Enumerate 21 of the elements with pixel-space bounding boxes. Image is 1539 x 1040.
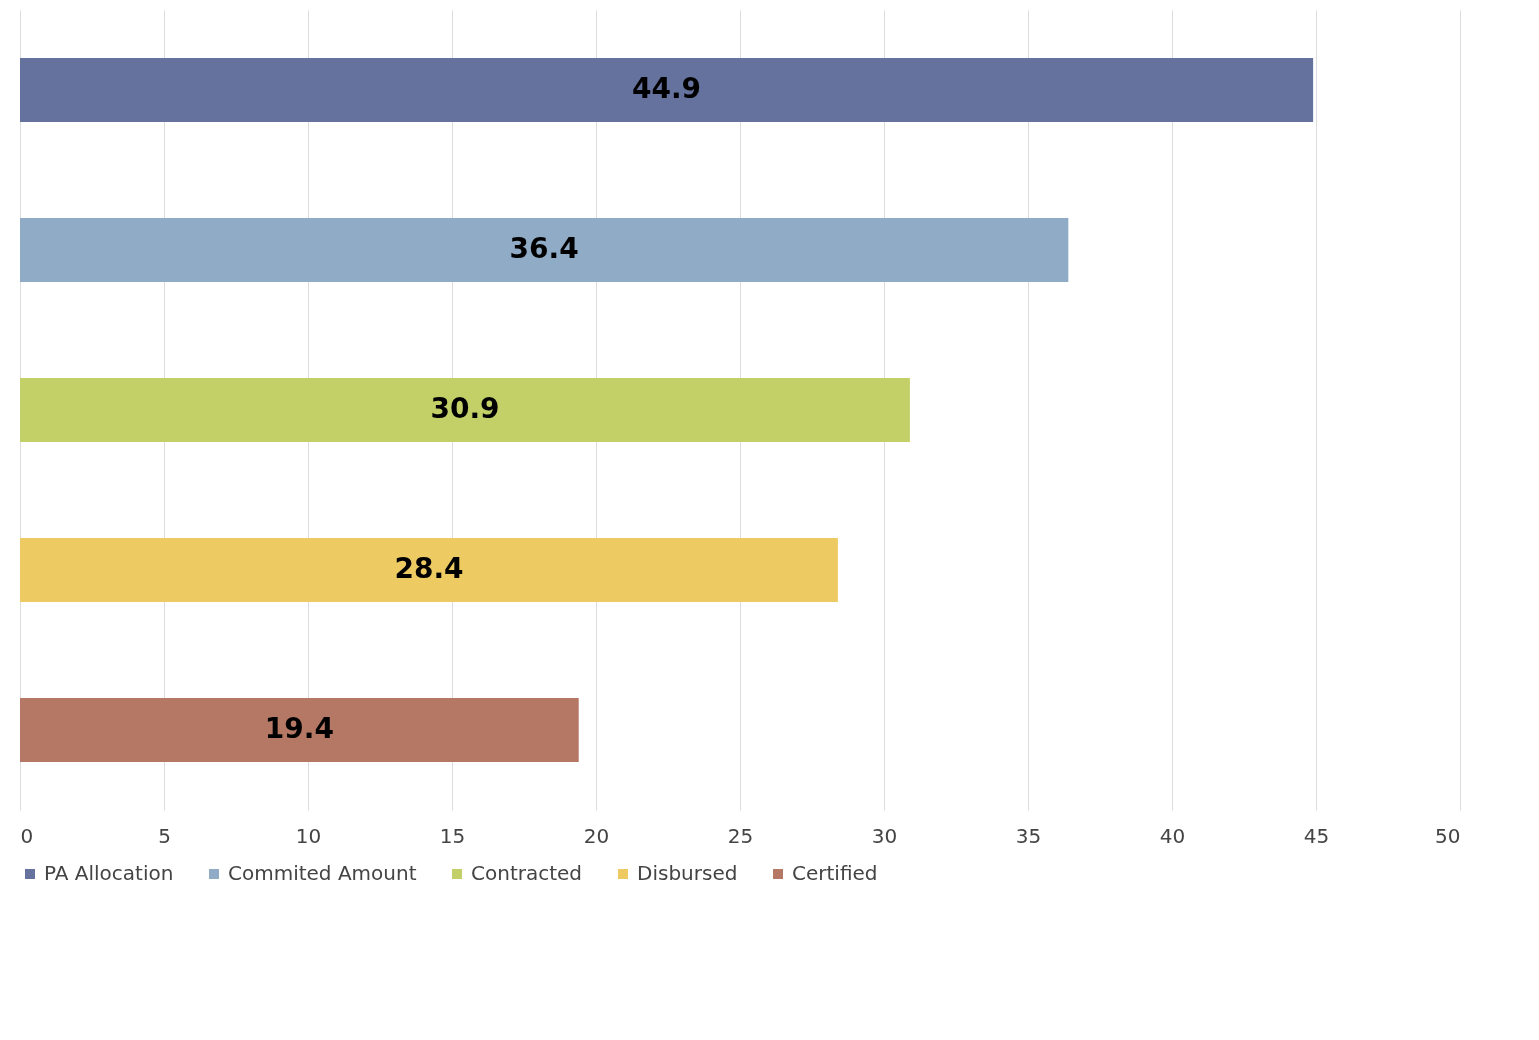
- x-tick-label: 20: [583, 823, 610, 848]
- data-label: 28.4: [394, 552, 464, 585]
- legend-label: Disbursed: [637, 861, 738, 885]
- x-tick-label: 45: [1303, 823, 1330, 848]
- x-tick-label: 5: [158, 823, 171, 848]
- legend-label: PA Allocation: [44, 861, 174, 885]
- x-tick-label: 50: [1435, 823, 1461, 848]
- x-tick-label: 25: [727, 823, 754, 848]
- x-tick-label: 30: [871, 823, 898, 848]
- data-label: 36.4: [509, 232, 579, 265]
- x-tick-label: 15: [439, 823, 466, 848]
- legend-label: Certified: [792, 861, 878, 885]
- x-tick-label: 10: [295, 823, 322, 848]
- legend-label: Commited Amount: [228, 861, 417, 885]
- legend-label: Contracted: [471, 861, 583, 885]
- data-label: 44.9: [632, 72, 702, 105]
- data-label: 30.9: [430, 392, 500, 425]
- x-tick-label: 0: [20, 823, 34, 848]
- x-tick-label: 35: [1015, 823, 1042, 848]
- data-label: 19.4: [264, 712, 334, 745]
- x-tick-label: 40: [1159, 823, 1186, 848]
